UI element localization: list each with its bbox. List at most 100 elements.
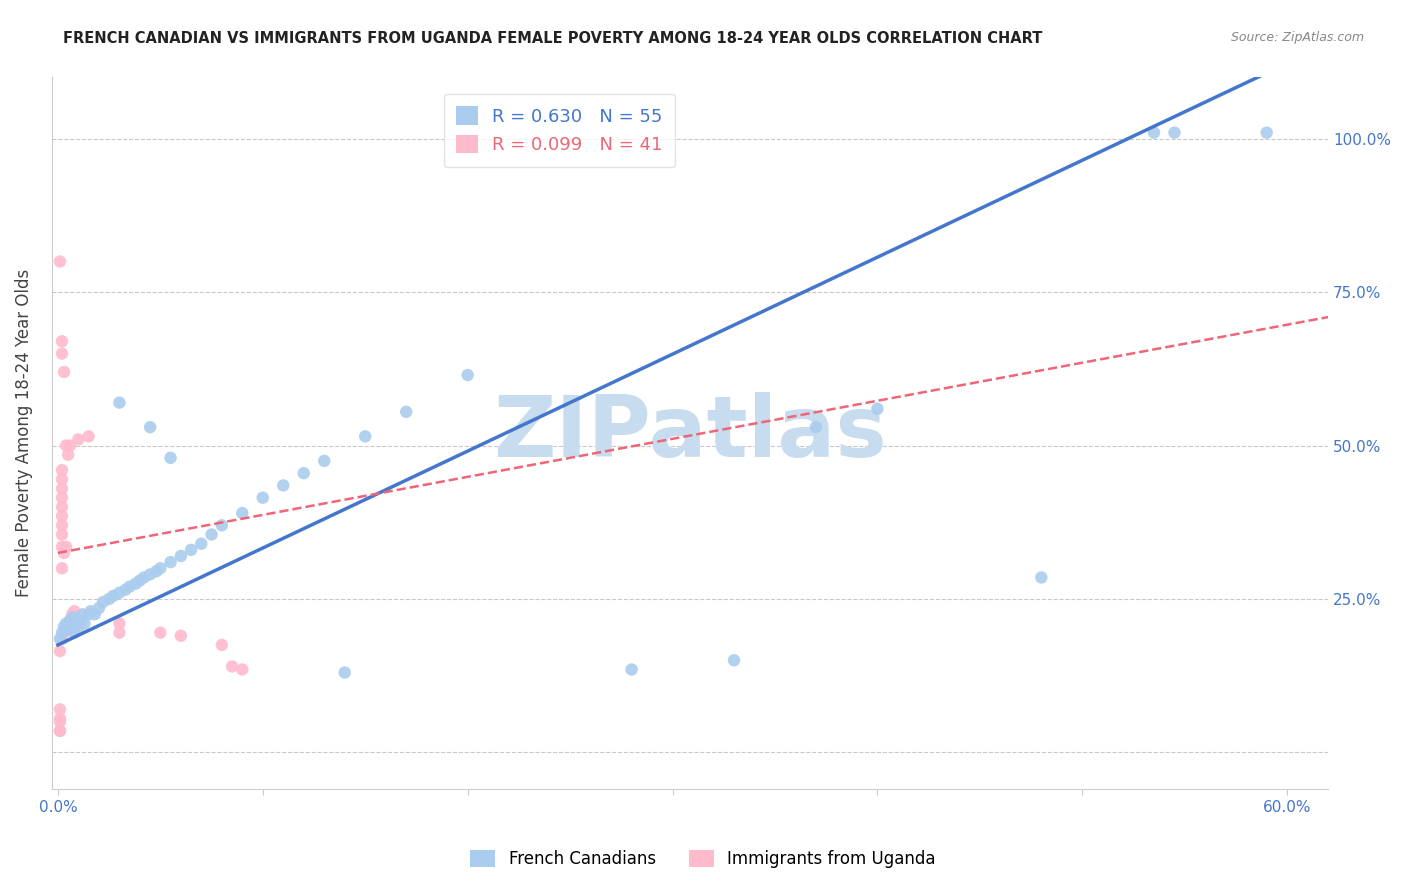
Point [221,659,243,673]
Point [51,472,73,486]
Point [211,638,233,652]
Point [53,365,76,379]
Point [149,625,172,640]
Point [125,576,148,591]
Point [51,625,73,640]
Point [49,644,72,658]
Point [49,254,72,268]
Point [60,610,83,624]
Point [114,582,136,597]
Point [98,591,121,606]
Point [139,567,162,582]
Point [149,561,172,575]
Point [49,712,72,726]
Point [866,401,889,416]
Point [804,420,827,434]
Point [314,454,336,468]
Point [91,595,114,609]
Point [231,506,253,520]
Point [354,429,377,443]
Point [395,405,418,419]
Point [1031,570,1053,584]
Point [65,616,87,631]
Legend: R = 0.630   N = 55, R = 0.099   N = 41: R = 0.630 N = 55, R = 0.099 N = 41 [444,94,675,167]
Text: ZIPatlas: ZIPatlas [494,392,887,475]
Point [170,549,193,563]
Point [211,518,233,533]
Point [67,623,90,637]
Point [51,632,73,646]
Point [723,653,745,667]
Point [56,623,79,637]
Point [620,663,643,677]
Point [53,619,76,633]
Point [49,632,72,646]
Point [55,439,77,453]
Point [59,614,82,628]
Point [51,540,73,554]
Point [51,491,73,505]
Point [51,482,73,496]
Point [51,509,73,524]
Point [67,433,90,447]
Point [103,589,125,603]
Point [333,665,356,680]
Point [170,629,193,643]
Point [190,537,212,551]
Text: FRENCH CANADIAN VS IMMIGRANTS FROM UGANDA FEMALE POVERTY AMONG 18-24 YEAR OLDS C: FRENCH CANADIAN VS IMMIGRANTS FROM UGAND… [63,31,1043,46]
Point [51,561,73,575]
Point [51,518,73,533]
Point [1163,126,1185,140]
Point [51,463,73,477]
Point [271,478,294,492]
Point [53,625,76,640]
Point [252,491,274,505]
Point [55,540,77,554]
Point [200,527,222,541]
Point [108,586,131,600]
Point [132,570,155,584]
Point [128,574,150,588]
Point [63,625,86,640]
Point [108,616,131,631]
Legend: French Canadians, Immigrants from Uganda: French Canadians, Immigrants from Uganda [464,843,942,875]
Point [55,616,77,631]
Point [79,604,101,618]
Point [69,614,91,628]
Point [51,346,73,360]
Point [159,555,181,569]
Point [72,607,94,622]
Point [49,723,72,738]
Point [108,395,131,409]
Point [60,607,83,622]
Point [180,542,202,557]
Point [51,500,73,514]
Point [53,546,76,560]
Point [159,450,181,465]
Point [292,466,315,480]
Point [1143,126,1166,140]
Point [49,723,72,738]
Text: Source: ZipAtlas.com: Source: ZipAtlas.com [1230,31,1364,45]
Point [56,616,79,631]
Point [51,334,73,349]
Point [108,625,131,640]
Point [49,702,72,716]
Point [139,420,162,434]
Point [59,439,82,453]
Point [77,429,100,443]
Point [87,601,110,615]
Point [83,607,105,622]
Point [1256,126,1278,140]
Point [51,527,73,541]
Point [73,616,96,631]
Point [56,448,79,462]
Point [59,614,82,628]
Point [118,580,141,594]
Point [231,663,253,677]
Point [457,368,479,382]
Point [49,714,72,729]
Point [55,619,77,633]
Point [145,565,167,579]
Point [63,604,86,618]
